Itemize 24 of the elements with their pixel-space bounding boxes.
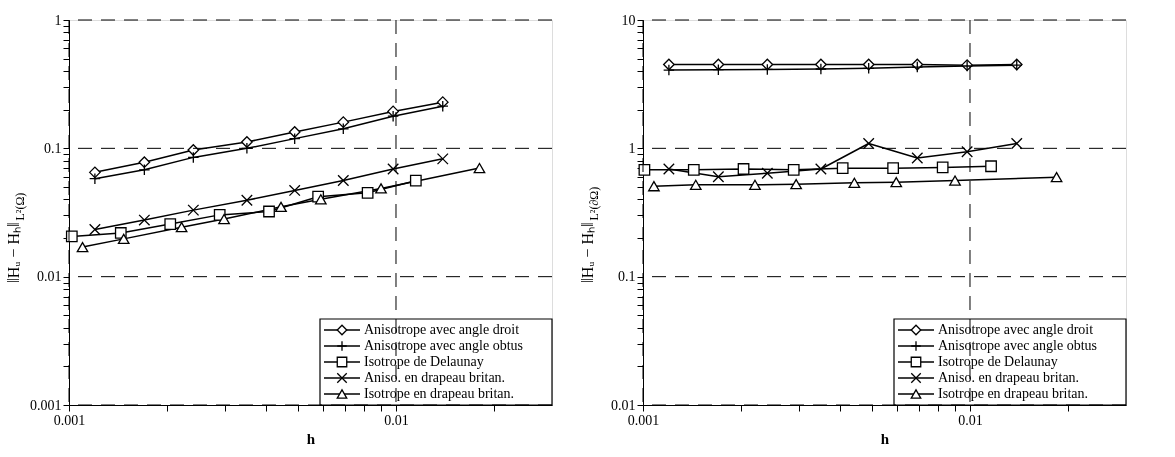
y-tick-label: 10 [621, 12, 636, 28]
legend-label: Aniso. en drapeau britan. [938, 370, 1080, 385]
y-axis-title: ‖Hᵤ − Hₕ‖L²(Ω) [5, 192, 27, 283]
legend-label: Isotrope en drapeau britan. [364, 386, 515, 401]
y-axis-title: ‖Hᵤ − Hₕ‖L²(∂Ω) [579, 186, 601, 283]
y-tick-label: 1 [54, 12, 62, 28]
x-axis-title: h [880, 430, 890, 447]
x-tick-label: 0.01 [958, 412, 983, 428]
legend-label: Isotrope de Delaunay [938, 354, 1058, 369]
x-tick-label: 0.01 [384, 412, 409, 428]
y-tick-label: 0.001 [30, 397, 62, 413]
x-axis-title: h [306, 430, 316, 447]
y-tick-label: 1 [628, 140, 636, 156]
y-tick-label: 0.1 [618, 269, 636, 285]
y-tick-label: 0.01 [611, 397, 636, 413]
legend-label: Isotrope de Delaunay [364, 354, 484, 369]
legend-label: Anisotrope avec angle droit [938, 322, 1094, 337]
legend-label: Anisotrope avec angle droit [364, 322, 520, 337]
y-tick-label: 0.01 [37, 269, 62, 285]
legend-label: Anisotrope avec angle obtus [938, 338, 1098, 353]
legend-label: Anisotrope avec angle obtus [364, 338, 524, 353]
legend-label: Aniso. en drapeau britan. [364, 370, 506, 385]
y-tick-label: 0.1 [44, 140, 62, 156]
legend-label: Isotrope en drapeau britan. [938, 386, 1089, 401]
